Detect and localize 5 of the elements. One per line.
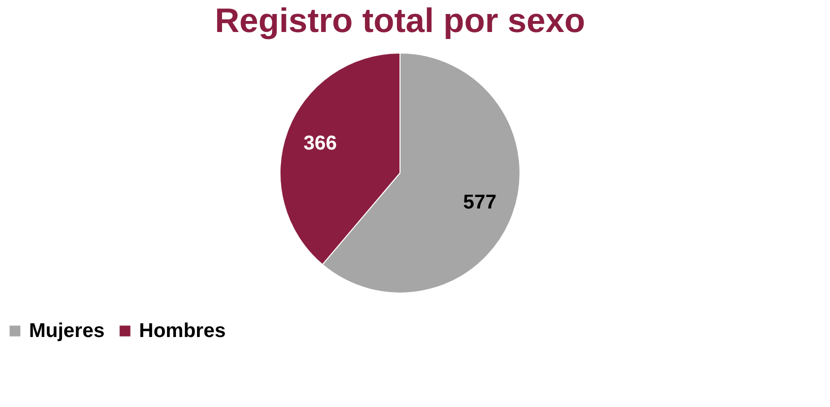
- data-label: 366: [304, 132, 337, 155]
- chart-title: Registro total por sexo: [214, 2, 586, 40]
- data-label: 577: [463, 191, 496, 214]
- legend-label: Mujeres: [29, 320, 105, 342]
- legend-label: Hombres: [139, 320, 226, 342]
